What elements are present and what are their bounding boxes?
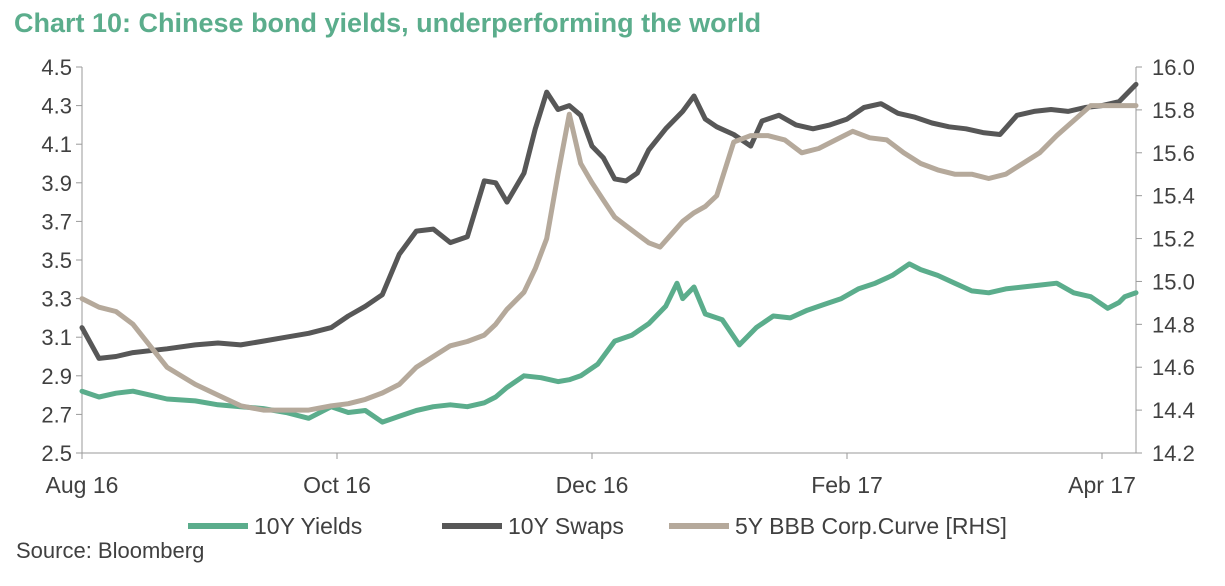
series-line-2 bbox=[79, 103, 1139, 413]
right-tick-label: 14.8 bbox=[1152, 312, 1195, 337]
series-line-1 bbox=[79, 81, 1139, 361]
left-tick-label: 2.7 bbox=[41, 402, 72, 427]
legend: 10Y Yields 10Y Swaps 5Y BBB Corp.Curve [RH… bbox=[188, 513, 1007, 539]
chart-title: Chart 10: Chinese bond yields, underperf… bbox=[14, 8, 762, 38]
legend-label: 10Y Yields bbox=[254, 513, 362, 539]
x-tick-label: Dec 16 bbox=[556, 472, 629, 498]
left-tick-label: 2.9 bbox=[41, 364, 72, 389]
right-tick-label: 15.8 bbox=[1152, 98, 1195, 123]
right-tick-label: 15.0 bbox=[1152, 269, 1195, 294]
left-tick-label: 3.5 bbox=[41, 248, 72, 273]
left-tick-label: 4.3 bbox=[41, 94, 72, 119]
right-tick-label: 14.4 bbox=[1152, 398, 1195, 423]
left-tick-label: 4.1 bbox=[41, 132, 72, 157]
series-lines bbox=[79, 81, 1139, 425]
x-tick-label: Feb 17 bbox=[811, 472, 883, 498]
right-tick-label: 15.2 bbox=[1152, 227, 1195, 252]
series-line-0 bbox=[79, 261, 1139, 425]
right-tick-label: 14.6 bbox=[1152, 355, 1195, 380]
legend-label: 10Y Swaps bbox=[508, 513, 624, 539]
right-tick-label: 15.4 bbox=[1152, 184, 1195, 209]
x-tick-labels: Aug 16 Oct 16 Dec 16 Feb 17 Apr 17 bbox=[46, 453, 1136, 498]
left-tick-label: 3.3 bbox=[41, 287, 72, 312]
right-tick-label: 15.6 bbox=[1152, 141, 1195, 166]
legend-label: 5Y BBB Corp.Curve [RHS] bbox=[735, 513, 1007, 539]
left-tick-label: 3.7 bbox=[41, 209, 72, 234]
right-tick-label: 14.2 bbox=[1152, 441, 1195, 466]
source-note: Source: Bloomberg bbox=[16, 538, 205, 563]
left-tick-labels: 2.5 2.7 2.9 3.1 3.3 3.5 3.7 3.9 4.1 4.3 4.5 bbox=[41, 55, 82, 466]
right-tick-labels: 14.2 14.4 14.6 14.8 15.0 15.2 15.4 15.6 15.8 16.0 bbox=[1136, 55, 1195, 466]
x-tick-label: Apr 17 bbox=[1068, 472, 1136, 498]
left-tick-label: 3.1 bbox=[41, 325, 72, 350]
left-tick-label: 4.5 bbox=[41, 55, 72, 80]
x-tick-label: Aug 16 bbox=[46, 472, 119, 498]
left-tick-label: 2.5 bbox=[41, 441, 72, 466]
left-tick-label: 3.9 bbox=[41, 171, 72, 196]
right-tick-label: 16.0 bbox=[1152, 55, 1195, 80]
x-tick-label: Oct 16 bbox=[303, 472, 371, 498]
